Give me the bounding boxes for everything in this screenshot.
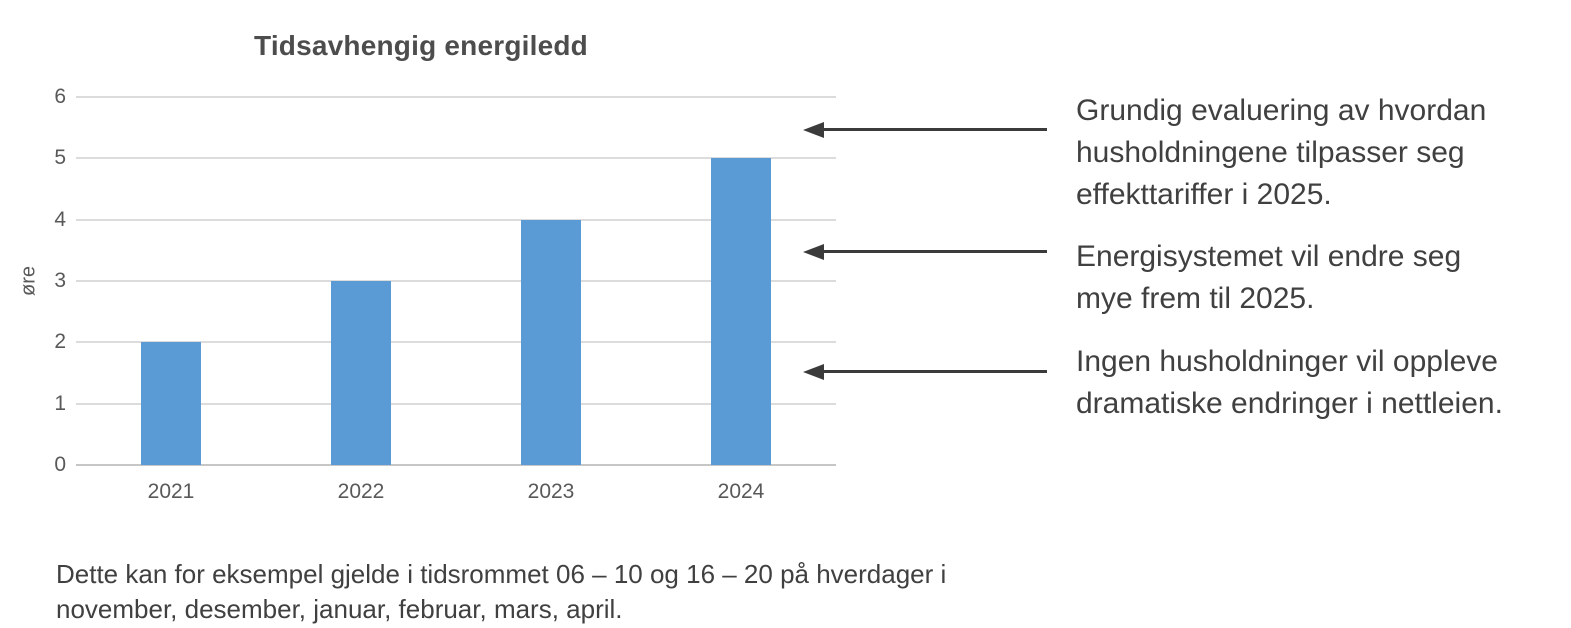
bar-2024: [711, 158, 771, 465]
arrow-left-icon-3: [803, 364, 1047, 380]
annotation-2: Energisystemet vil endre seg mye frem ti…: [1076, 240, 1462, 315]
y-tick-label: 4: [54, 207, 66, 231]
annotation-1: Grundig evaluering av hvordan husholdnin…: [1076, 94, 1487, 211]
x-tick-label-2022: 2022: [337, 480, 385, 503]
footnote: Dette kan for eksempel gjelde i tidsromm…: [56, 559, 947, 624]
annotation-3: Ingen husholdninger vil oppleve dramatis…: [1076, 345, 1503, 420]
gridline: [76, 280, 836, 282]
y-tick-label: 2: [54, 330, 66, 354]
gridline: [76, 402, 836, 405]
gridline: [76, 157, 836, 160]
gridline: [76, 341, 836, 344]
x-axis-line: [76, 464, 836, 466]
arrow-shaft: [817, 370, 1047, 373]
arrowhead-icon: [803, 364, 824, 380]
arrow-left-icon-1: [803, 122, 1047, 138]
y-tick-label: 5: [54, 146, 66, 170]
arrow-left-icon-2: [803, 244, 1047, 260]
gridline: [76, 218, 836, 221]
x-tick-label-2021: 2021: [147, 480, 195, 503]
x-tick-label-2024: 2024: [717, 480, 765, 503]
arrowhead-icon: [803, 244, 824, 260]
x-tick-label-2023: 2023: [527, 480, 575, 503]
y-tick-label: 3: [54, 269, 66, 292]
arrowhead-icon: [803, 122, 824, 138]
y-tick-label: 0: [54, 453, 66, 476]
y-tick-label: 1: [54, 391, 66, 415]
bar-2022: [331, 281, 391, 465]
arrow-shaft: [817, 250, 1047, 253]
bar-2023: [521, 219, 581, 465]
chart-title: Tidsavhengig energiledd: [254, 30, 588, 61]
bar-2021: [141, 342, 201, 465]
gridline: [76, 96, 836, 98]
y-tick-label: 6: [54, 85, 66, 108]
arrow-shaft: [817, 128, 1047, 131]
